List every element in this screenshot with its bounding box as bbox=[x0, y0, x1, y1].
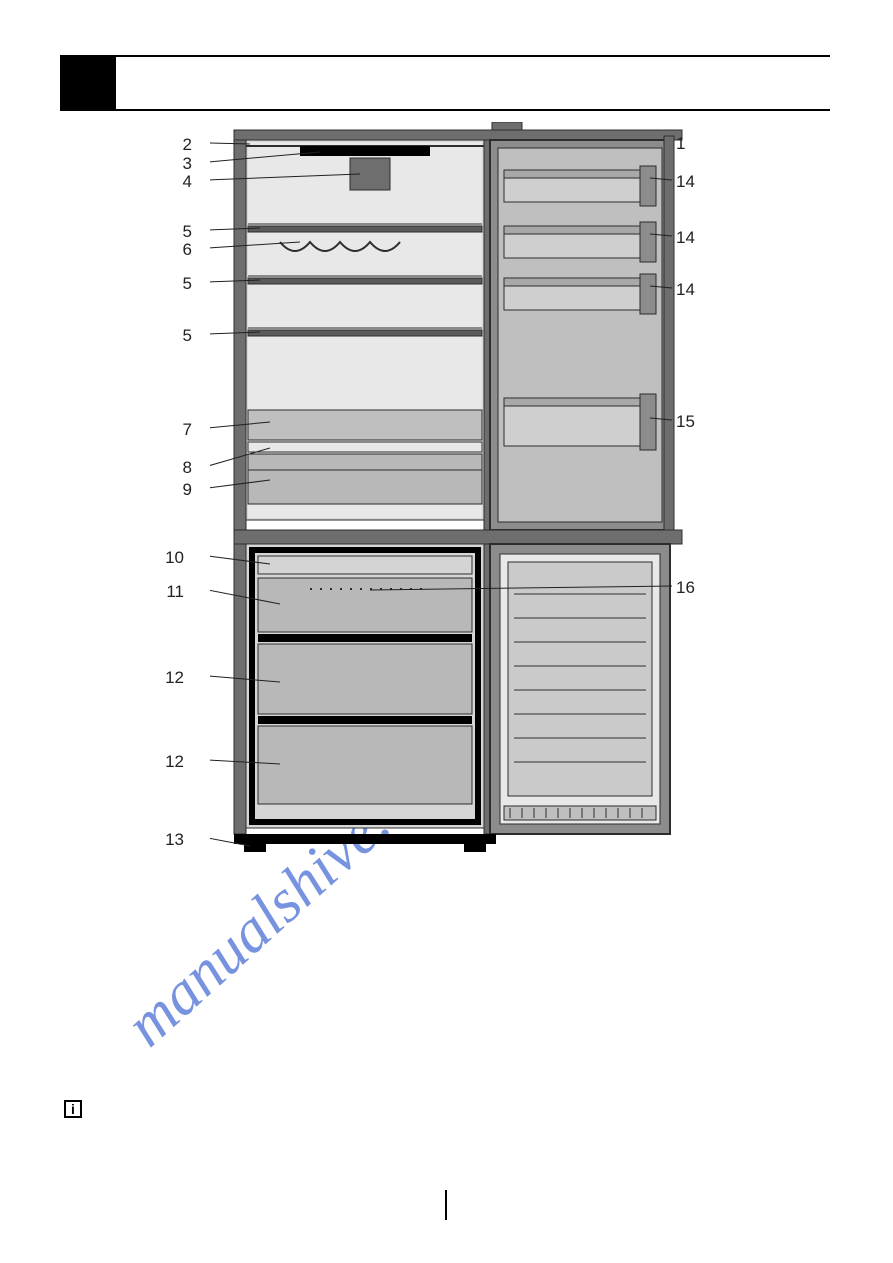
info-icon-glyph: i bbox=[71, 1101, 75, 1117]
callout-1: 1 bbox=[676, 134, 685, 154]
callout-14: 14 bbox=[676, 280, 695, 300]
callout-10: 10 bbox=[165, 548, 184, 568]
callout-9: 9 bbox=[183, 480, 192, 500]
callout-14: 14 bbox=[676, 172, 695, 192]
callout-12: 12 bbox=[165, 668, 184, 688]
callout-11: 11 bbox=[166, 582, 184, 602]
callout-12: 12 bbox=[165, 752, 184, 772]
callout-2: 2 bbox=[183, 135, 192, 155]
callout-7: 7 bbox=[183, 420, 192, 440]
callout-6: 6 bbox=[183, 240, 192, 260]
callout-16: 16 bbox=[676, 578, 695, 598]
callout-14: 14 bbox=[676, 228, 695, 248]
callout-4: 4 bbox=[183, 172, 192, 192]
info-icon: i bbox=[64, 1100, 82, 1118]
callout-8: 8 bbox=[183, 458, 192, 478]
callout-13: 13 bbox=[165, 830, 184, 850]
callout-5: 5 bbox=[183, 326, 192, 346]
fridge-svg bbox=[210, 122, 710, 922]
callout-3: 3 bbox=[183, 154, 192, 174]
header-rule-bottom bbox=[60, 109, 830, 111]
callout-5: 5 bbox=[183, 274, 192, 294]
refrigerator-diagram bbox=[210, 122, 710, 912]
callout-15: 15 bbox=[676, 412, 695, 432]
header-rule-top bbox=[60, 55, 830, 57]
page: manualshive.com i 2345655789101112121311… bbox=[0, 0, 893, 1263]
footer-divider-bar bbox=[445, 1190, 447, 1220]
callout-5: 5 bbox=[183, 222, 192, 242]
header-black-box bbox=[60, 55, 116, 111]
